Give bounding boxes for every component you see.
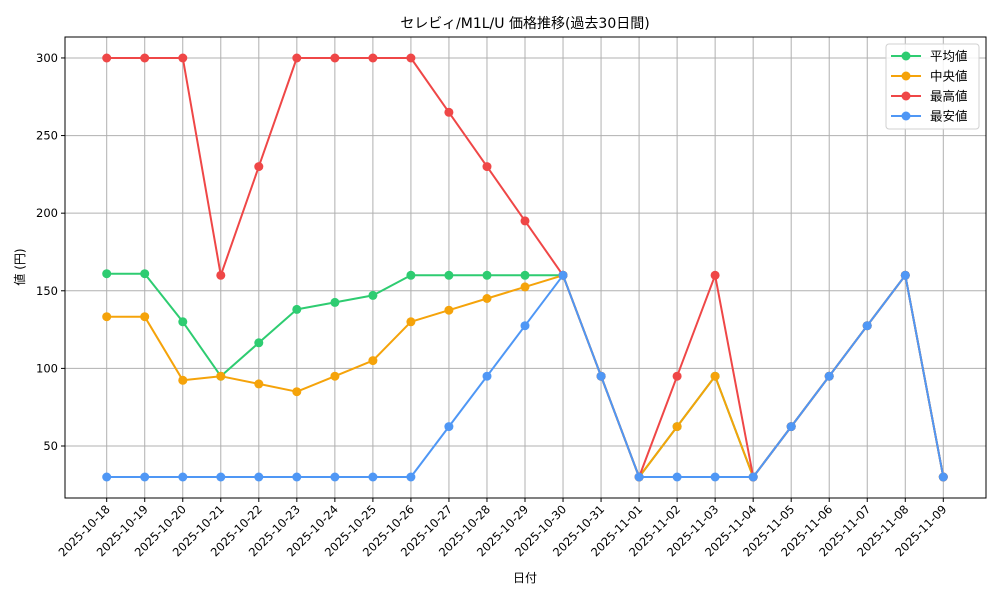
data-series bbox=[102, 53, 948, 482]
legend-label: 最安値 bbox=[930, 109, 968, 124]
data-point bbox=[102, 269, 112, 279]
data-point bbox=[140, 472, 150, 482]
data-point bbox=[140, 312, 150, 322]
data-point bbox=[710, 270, 720, 280]
data-point bbox=[368, 472, 378, 482]
data-point bbox=[368, 290, 378, 300]
data-point bbox=[482, 371, 492, 381]
data-point bbox=[748, 472, 758, 482]
legend-marker-icon bbox=[901, 51, 911, 61]
data-point bbox=[444, 305, 454, 315]
data-point bbox=[444, 422, 454, 432]
x-axis: 2025-10-182025-10-192025-10-202025-10-21… bbox=[56, 498, 949, 559]
legend-marker-icon bbox=[901, 91, 911, 101]
data-point bbox=[254, 472, 264, 482]
data-point bbox=[444, 107, 454, 117]
legend-label: 最高値 bbox=[930, 89, 968, 104]
series-line bbox=[102, 270, 948, 482]
legend-marker-icon bbox=[901, 111, 911, 121]
y-tick-label: 100 bbox=[36, 361, 58, 375]
data-point bbox=[824, 371, 834, 381]
grid-lines bbox=[65, 37, 986, 498]
y-tick-label: 200 bbox=[36, 206, 58, 220]
legend-item: 最高値 bbox=[891, 89, 968, 104]
data-point bbox=[330, 472, 340, 482]
data-point bbox=[140, 53, 150, 63]
data-point bbox=[216, 472, 226, 482]
data-point bbox=[482, 294, 492, 303]
data-point bbox=[292, 387, 302, 397]
data-point bbox=[254, 338, 264, 348]
data-point bbox=[406, 317, 416, 327]
data-point bbox=[672, 371, 682, 381]
data-point bbox=[634, 472, 644, 482]
data-point bbox=[368, 356, 378, 366]
data-point bbox=[140, 269, 150, 279]
x-axis-label: 日付 bbox=[513, 571, 537, 585]
data-point bbox=[482, 270, 492, 280]
y-tick-label: 150 bbox=[36, 284, 58, 298]
y-axis-label: 値 (円) bbox=[12, 248, 27, 285]
data-point bbox=[292, 304, 302, 314]
data-point bbox=[406, 270, 416, 280]
data-point bbox=[178, 317, 188, 327]
data-point bbox=[672, 422, 682, 432]
legend-item: 最安値 bbox=[891, 109, 968, 124]
data-point bbox=[444, 270, 454, 280]
data-point bbox=[178, 53, 188, 63]
data-point bbox=[862, 321, 872, 331]
legend-item: 中央値 bbox=[891, 69, 968, 84]
data-point bbox=[178, 472, 188, 482]
legend-label: 中央値 bbox=[930, 69, 968, 84]
data-point bbox=[102, 312, 112, 322]
data-point bbox=[254, 162, 264, 172]
data-point bbox=[710, 472, 720, 482]
data-point bbox=[482, 162, 492, 172]
data-point bbox=[520, 321, 530, 331]
y-tick-label: 250 bbox=[36, 129, 58, 143]
data-point bbox=[596, 371, 606, 381]
data-point bbox=[178, 375, 188, 385]
data-point bbox=[102, 472, 112, 482]
data-point bbox=[938, 472, 948, 482]
y-axis: 50 100 150 200 250 300 bbox=[36, 51, 65, 453]
data-point bbox=[710, 371, 720, 381]
data-point bbox=[368, 53, 378, 63]
data-point bbox=[558, 270, 568, 280]
data-point bbox=[216, 371, 226, 381]
data-point bbox=[216, 270, 226, 280]
legend-marker-icon bbox=[901, 71, 911, 81]
data-point bbox=[520, 282, 530, 292]
data-point bbox=[292, 472, 302, 482]
data-point bbox=[406, 472, 416, 482]
legend-box bbox=[885, 43, 980, 130]
data-point bbox=[786, 422, 796, 432]
data-point bbox=[672, 472, 682, 482]
chart-title: セレビィ/M1L/U 価格推移(過去30日間) bbox=[400, 16, 649, 32]
legend-item: 平均値 bbox=[891, 49, 968, 64]
data-point bbox=[102, 53, 112, 63]
data-point bbox=[292, 53, 302, 63]
y-tick-label: 300 bbox=[36, 51, 58, 65]
legend-label: 平均値 bbox=[930, 49, 968, 64]
data-point bbox=[330, 297, 340, 307]
data-point bbox=[520, 270, 530, 280]
data-point bbox=[254, 379, 264, 389]
data-point bbox=[520, 216, 530, 226]
y-tick-label: 50 bbox=[43, 439, 58, 453]
data-point bbox=[330, 371, 340, 381]
data-point bbox=[406, 53, 416, 63]
data-point bbox=[330, 53, 340, 63]
data-point bbox=[900, 270, 910, 280]
